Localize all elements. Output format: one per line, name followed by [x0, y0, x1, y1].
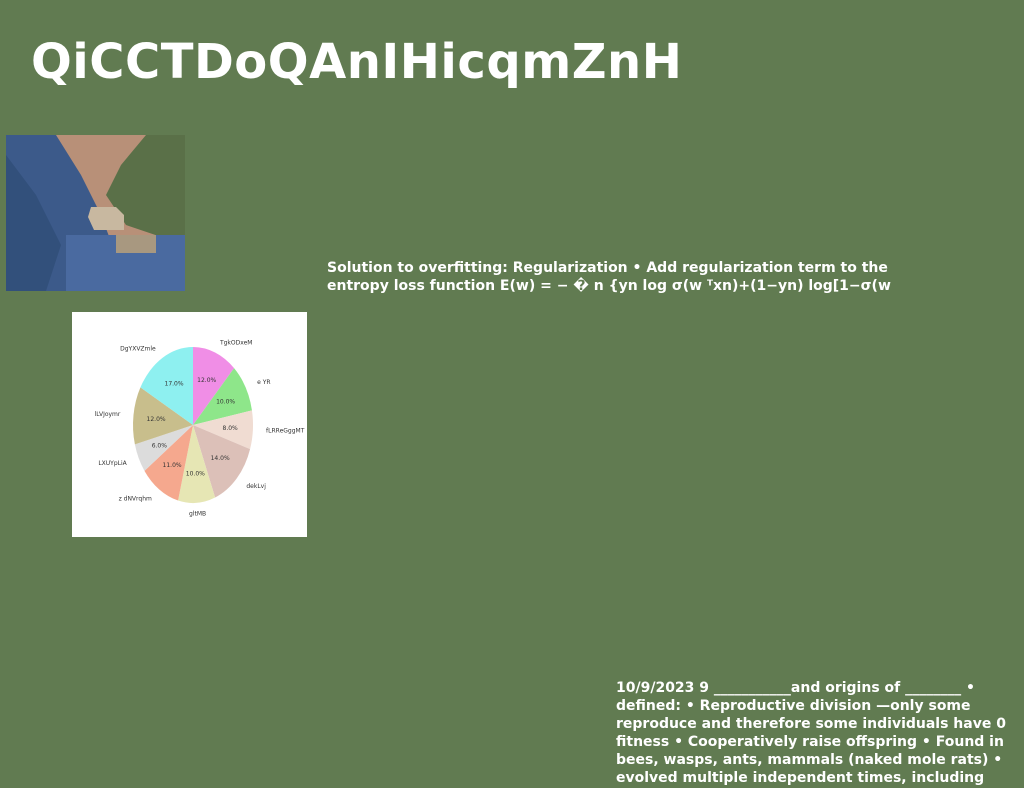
pie-slice-label: gltMB [189, 511, 206, 518]
pie-slice-label: z dNVrqhm [119, 496, 152, 503]
pie-slice-label: TgkODxeM [219, 339, 253, 346]
pie-slice-label: lLVJoymr [95, 411, 121, 418]
pie-slice-label: dekLvj [246, 483, 266, 490]
photo-right-slope [106, 135, 185, 245]
pie-slice-percent: 10.0% [216, 399, 235, 406]
pie-slice [193, 410, 254, 450]
photo-shed [116, 235, 156, 253]
pie-slice-percent: 17.0% [165, 380, 184, 387]
pie-chart: 12.0% TgkODxeM 10.0% e YR 8.0% fLRReGggMT 14.0… [95, 339, 305, 518]
pie-slice [193, 425, 251, 498]
photo-house [88, 207, 124, 230]
pie-slice [133, 387, 193, 445]
pie-slice [178, 425, 216, 503]
pie-slice-label: DgYXVZmle [120, 345, 156, 352]
pie-slice-percent: 10.0% [186, 470, 205, 477]
eusociality-note: 10/9/2023 9 ___________and origins of __… [616, 680, 1006, 786]
pie-slice [193, 347, 235, 425]
pie-slice [140, 347, 193, 425]
slide-title: QiCCTDoQAnIHicqmZnH [31, 34, 683, 90]
pie-slice-percent: 11.0% [163, 462, 182, 469]
pie-slice-percent: 8.0% [223, 425, 239, 432]
pie-chart-card: 12.0% TgkODxeM 10.0% e YR 8.0% fLRReGggMT 14.0… [72, 312, 307, 537]
pie-slice-percent: 14.0% [211, 455, 230, 462]
regularization-note: Solution to overfitting: Regularization … [327, 260, 891, 294]
pie-slice-label: fLRReGggMT [266, 428, 305, 435]
pie-slice-percent: 12.0% [147, 416, 166, 423]
pie-slice [144, 425, 193, 501]
pie-slice-percent: 12.0% [197, 377, 216, 384]
pie-slice-label: e YR [257, 379, 270, 386]
pie-slice-percent: 6.0% [152, 443, 168, 450]
pie-slice [134, 425, 193, 471]
photo-ridge-shadow [6, 155, 61, 291]
pie-slice [193, 368, 252, 425]
landscape-photo [6, 135, 185, 291]
pie-slice-label: LXUYpLiA [98, 460, 127, 467]
